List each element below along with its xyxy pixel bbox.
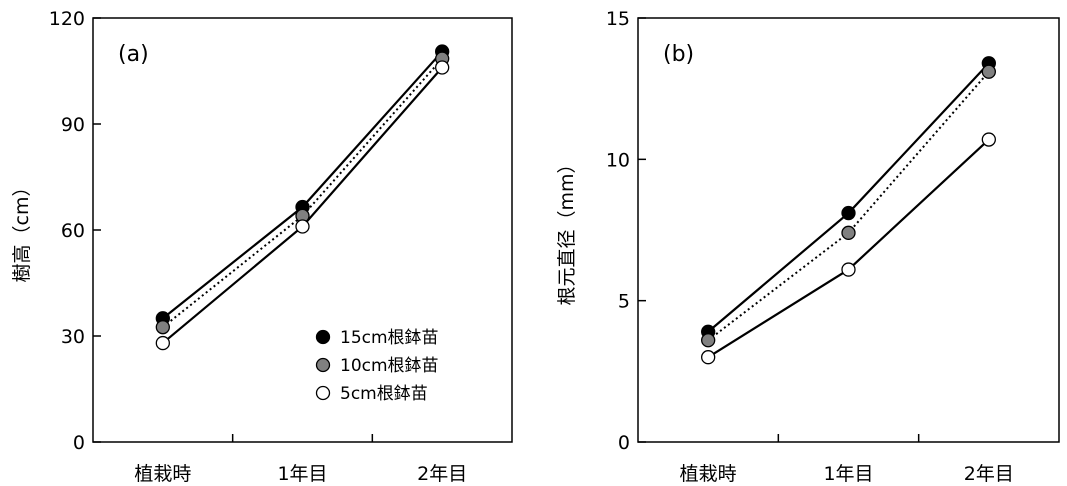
x-tick-label: 植栽時	[134, 463, 191, 485]
y-axis-title: 樹高（cm）	[11, 178, 33, 283]
y-tick-label: 120	[49, 8, 85, 30]
series-line-0	[707, 62, 990, 333]
series-line-2	[707, 138, 990, 359]
x-tick-label: 1年目	[823, 463, 873, 485]
chart-panel-b: 0 5 10 15 植栽時 1年目 2年目 (b) 根元直径（mm）	[556, 8, 1060, 485]
x-tick-label: 植栽時	[680, 463, 737, 485]
legend-label: 5cm根鉢苗	[340, 384, 428, 404]
x-tick-label: 2年目	[964, 463, 1014, 485]
legend-marker	[315, 329, 331, 345]
data-point-series-2	[295, 219, 310, 234]
legend: 15cm根鉢苗 10cm根鉢苗 5cm根鉢苗	[315, 328, 439, 404]
data-point-series-2	[701, 350, 716, 365]
data-point-series-2	[155, 335, 170, 351]
chart-panel-a: 0 30 60 90 120 植栽時 1年目 2年目 (a) 樹高（cm） 15cm根鉢苗 10cm根…	[11, 8, 513, 485]
panel-label: (a)	[118, 42, 149, 67]
y-tick-label: 30	[61, 326, 85, 348]
data-point-series-0	[841, 205, 856, 221]
series-line-0	[162, 50, 443, 320]
panel-label: (b)	[663, 42, 694, 67]
legend-label: 15cm根鉢苗	[340, 328, 439, 348]
data-point-series-1	[981, 64, 996, 79]
y-tick-label: 90	[61, 114, 85, 136]
data-point-series-2	[841, 262, 856, 277]
data-point-series-1	[155, 320, 170, 335]
y-tick-label: 0	[618, 432, 630, 454]
legend-label: 10cm根鉢苗	[340, 356, 439, 376]
x-tick-label: 2年目	[417, 463, 467, 485]
data-point-series-1	[701, 333, 716, 348]
y-tick-label: 60	[61, 220, 85, 242]
y-tick-label: 5	[618, 291, 630, 313]
y-tick-label: 15	[606, 8, 630, 30]
y-tick-label: 0	[73, 432, 85, 454]
y-tick-label: 10	[606, 149, 630, 171]
legend-marker	[315, 357, 331, 373]
data-point-series-2	[435, 60, 450, 75]
data-point-series-1	[841, 225, 856, 240]
y-axis-title: 根元直径（mm）	[556, 154, 578, 305]
data-point-series-2	[981, 132, 996, 147]
x-tick-label: 1年目	[277, 463, 327, 485]
plot-frame	[637, 17, 1060, 443]
legend-marker	[315, 385, 331, 401]
